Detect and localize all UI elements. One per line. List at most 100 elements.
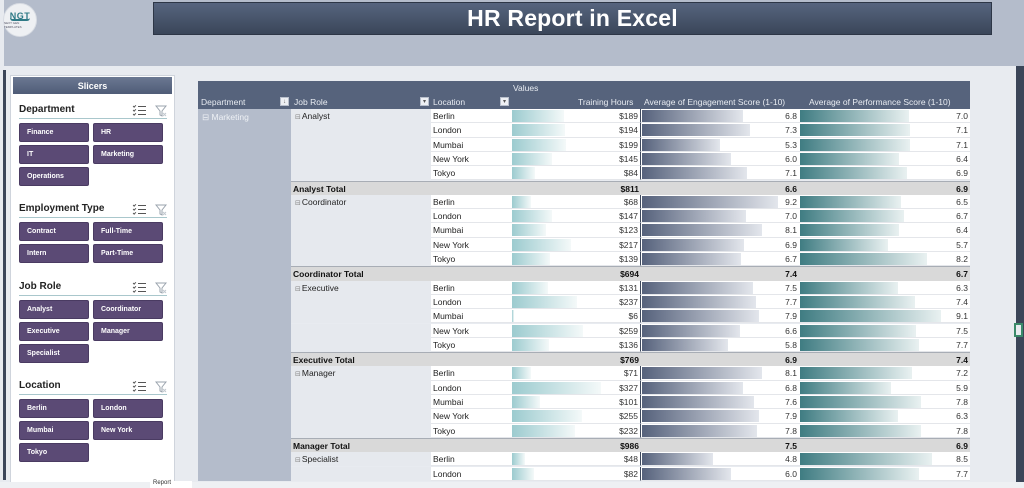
- training-hours-cell[interactable]: $199: [510, 137, 641, 152]
- slicer-item-part-time[interactable]: Part-Time: [93, 244, 163, 263]
- slicer-item-hr[interactable]: HR: [93, 123, 163, 142]
- location-cell[interactable]: New York: [431, 237, 510, 252]
- performance-cell[interactable]: 7.0: [799, 109, 970, 124]
- training-hours-cell[interactable]: $84: [510, 166, 641, 181]
- location-cell[interactable]: Tokyo: [431, 166, 510, 181]
- performance-cell[interactable]: 7.4: [799, 294, 970, 310]
- multi-select-icon[interactable]: [132, 379, 147, 392]
- performance-cell[interactable]: 7.1: [799, 137, 970, 152]
- slicer-item-full-time[interactable]: Full-Time: [93, 222, 163, 241]
- training-hours-cell[interactable]: $217: [510, 237, 641, 252]
- training-hours-cell[interactable]: $131: [510, 280, 641, 295]
- performance-cell[interactable]: 7.8: [799, 423, 970, 438]
- slicer-item-coordinator[interactable]: Coordinator: [93, 300, 163, 319]
- multi-select-icon[interactable]: [132, 202, 147, 215]
- performance-cell[interactable]: 7.5: [799, 323, 970, 338]
- training-hours-cell[interactable]: $237: [510, 294, 641, 310]
- engagement-cell[interactable]: 7.6: [641, 395, 799, 410]
- location-cell[interactable]: London: [431, 466, 510, 481]
- clear-filter-icon[interactable]: [154, 203, 168, 216]
- clear-filter-icon[interactable]: [154, 380, 168, 393]
- training-hours-cell[interactable]: $139: [510, 252, 641, 267]
- engagement-cell[interactable]: 4.8: [641, 452, 799, 467]
- slicer-item-analyst[interactable]: Analyst: [19, 300, 89, 319]
- slicer-item-tokyo[interactable]: Tokyo: [19, 443, 89, 462]
- collapse-icon[interactable]: ⊟: [295, 285, 301, 293]
- slicer-item-berlin[interactable]: Berlin: [19, 399, 89, 418]
- training-hours-cell[interactable]: $327: [510, 380, 641, 395]
- location-cell[interactable]: Berlin: [431, 452, 510, 467]
- engagement-cell[interactable]: 6.8: [641, 109, 799, 124]
- training-hours-cell[interactable]: $255: [510, 409, 641, 424]
- engagement-cell[interactable]: 5.3: [641, 137, 799, 152]
- engagement-cell[interactable]: 6.0: [641, 466, 799, 481]
- engagement-cell[interactable]: 8.1: [641, 366, 799, 381]
- location-cell[interactable]: Tokyo: [431, 337, 510, 353]
- engagement-cell[interactable]: 9.2: [641, 194, 799, 210]
- engagement-cell[interactable]: 6.6: [641, 323, 799, 338]
- department-value[interactable]: ⊟ Marketing: [202, 112, 249, 122]
- location-cell[interactable]: Tokyo: [431, 423, 510, 438]
- training-hours-cell[interactable]: $194: [510, 123, 641, 138]
- engagement-cell[interactable]: 7.9: [641, 409, 799, 424]
- location-cell[interactable]: Mumbai: [431, 309, 510, 324]
- cell-selection-handle[interactable]: [1014, 323, 1023, 337]
- training-hours-cell[interactable]: $189: [510, 109, 641, 124]
- training-hours-cell[interactable]: $145: [510, 151, 641, 167]
- training-hours-cell[interactable]: $68: [510, 194, 641, 210]
- slicer-item-contract[interactable]: Contract: [19, 222, 89, 241]
- performance-cell[interactable]: 6.7: [799, 209, 970, 224]
- department-sort-filter-button[interactable]: ↓: [280, 97, 289, 106]
- slicer-item-new-york[interactable]: New York: [93, 421, 163, 440]
- location-cell[interactable]: London: [431, 209, 510, 224]
- multi-select-icon[interactable]: [132, 280, 147, 293]
- engagement-cell[interactable]: 5.8: [641, 337, 799, 353]
- collapse-icon[interactable]: ⊟: [295, 371, 301, 379]
- performance-cell[interactable]: 6.3: [799, 280, 970, 295]
- multi-select-icon[interactable]: [132, 103, 147, 116]
- performance-cell[interactable]: 6.9: [799, 166, 970, 181]
- collapse-icon[interactable]: ⊟: [295, 114, 301, 121]
- performance-cell[interactable]: 6.4: [799, 223, 970, 238]
- training-hours-cell[interactable]: $123: [510, 223, 641, 238]
- collapse-icon[interactable]: ⊟: [295, 199, 301, 207]
- slicer-item-specialist[interactable]: Specialist: [19, 344, 89, 363]
- location-cell[interactable]: Mumbai: [431, 223, 510, 238]
- sheet-tab[interactable]: Report: [150, 480, 192, 488]
- engagement-cell[interactable]: 7.1: [641, 166, 799, 181]
- performance-cell[interactable]: 5.7: [799, 237, 970, 252]
- engagement-cell[interactable]: 7.3: [641, 123, 799, 138]
- location-cell[interactable]: Mumbai: [431, 395, 510, 410]
- engagement-cell[interactable]: 7.9: [641, 309, 799, 324]
- training-hours-cell[interactable]: $101: [510, 395, 641, 410]
- slicer-item-finance[interactable]: Finance: [19, 123, 89, 142]
- engagement-cell[interactable]: 7.8: [641, 423, 799, 438]
- performance-cell[interactable]: 7.1: [799, 123, 970, 138]
- location-cell[interactable]: New York: [431, 323, 510, 338]
- engagement-cell[interactable]: 7.0: [641, 209, 799, 224]
- training-hours-cell[interactable]: $6: [510, 309, 641, 324]
- performance-cell[interactable]: 6.5: [799, 194, 970, 210]
- slicer-item-manager[interactable]: Manager: [93, 322, 163, 341]
- slicer-item-marketing[interactable]: Marketing: [93, 145, 163, 164]
- location-cell[interactable]: London: [431, 123, 510, 138]
- performance-cell[interactable]: 7.7: [799, 337, 970, 353]
- role-label[interactable]: ⊟Executive: [295, 283, 339, 293]
- location-cell[interactable]: Berlin: [431, 280, 510, 295]
- role-label[interactable]: ⊟Specialist: [295, 454, 338, 464]
- performance-cell[interactable]: 7.2: [799, 366, 970, 381]
- training-hours-cell[interactable]: $71: [510, 366, 641, 381]
- location-cell[interactable]: Berlin: [431, 109, 510, 124]
- performance-cell[interactable]: 9.1: [799, 309, 970, 324]
- slicer-item-london[interactable]: London: [93, 399, 163, 418]
- location-cell[interactable]: Berlin: [431, 366, 510, 381]
- location-cell[interactable]: Mumbai: [431, 137, 510, 152]
- role-label[interactable]: ⊟Coordinator: [295, 197, 346, 207]
- performance-cell[interactable]: 8.5: [799, 452, 970, 467]
- location-cell[interactable]: London: [431, 294, 510, 310]
- slicer-item-executive[interactable]: Executive: [19, 322, 89, 341]
- performance-cell[interactable]: 5.9: [799, 380, 970, 395]
- training-hours-cell[interactable]: $232: [510, 423, 641, 438]
- engagement-cell[interactable]: 6.7: [641, 252, 799, 267]
- slicer-item-intern[interactable]: Intern: [19, 244, 89, 263]
